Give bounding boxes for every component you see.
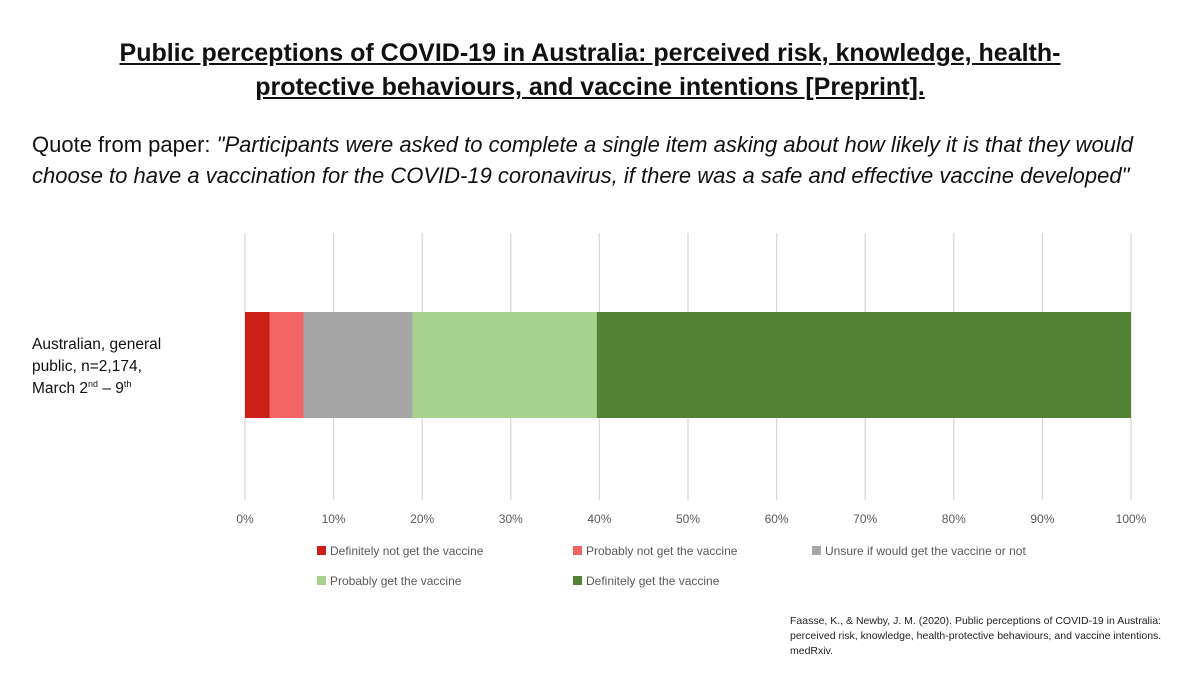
x-tick-label: 0% <box>236 512 254 526</box>
category-label-month: March 2 <box>32 380 88 397</box>
legend-label: Definitely get the vaccine <box>586 574 720 588</box>
legend-swatch <box>317 576 326 585</box>
legend-swatch <box>573 546 582 555</box>
x-tick-label: 90% <box>1030 512 1054 526</box>
legend-label: Unsure if would get the vaccine or not <box>825 544 1026 558</box>
x-tick-label: 60% <box>765 512 789 526</box>
page-title: Public perceptions of COVID-19 in Austra… <box>40 36 1140 104</box>
legend-swatch <box>317 546 326 555</box>
x-tick-label: 40% <box>587 512 611 526</box>
bar-segment <box>412 312 597 418</box>
category-label: Australian, general public, n=2,174, Mar… <box>32 334 232 400</box>
legend-label: Probably get the vaccine <box>330 574 462 588</box>
x-tick-label: 100% <box>1116 512 1147 526</box>
quote-text: "Participants were asked to complete a s… <box>32 132 1134 188</box>
quote-block: Quote from paper: "Participants were ask… <box>32 129 1162 191</box>
title-line-1: Public perceptions of COVID-19 in Austra… <box>119 39 1061 67</box>
legend-label: Definitely not get the vaccine <box>330 544 484 558</box>
quote-prefix: Quote from paper: <box>32 132 217 157</box>
category-label-sup-2: th <box>123 378 132 389</box>
category-label-line-3: March 2nd – 9th <box>32 378 232 400</box>
category-label-range: – 9 <box>98 380 124 397</box>
category-label-line-2: public, n=2,174, <box>32 358 142 375</box>
legend-swatch <box>812 546 821 555</box>
title-line-2: protective behaviours, and vaccine inten… <box>255 73 925 101</box>
bar-segment <box>269 312 304 418</box>
category-label-line-1: Australian, general <box>32 336 162 353</box>
bar-segment <box>303 312 413 418</box>
x-tick-label: 20% <box>410 512 434 526</box>
x-tick-label: 70% <box>853 512 877 526</box>
x-tick-label: 80% <box>942 512 966 526</box>
bar-segment <box>245 312 270 418</box>
legend-swatch <box>573 576 582 585</box>
source-citation: Faasse, K., & Newby, J. M. (2020). Publi… <box>790 615 1162 657</box>
bar-segment <box>596 312 1131 418</box>
x-tick-label: 10% <box>322 512 346 526</box>
category-label-sup-1: nd <box>88 378 99 389</box>
x-tick-label: 50% <box>676 512 700 526</box>
legend-label: Probably not get the vaccine <box>586 544 738 558</box>
x-tick-label: 30% <box>499 512 523 526</box>
